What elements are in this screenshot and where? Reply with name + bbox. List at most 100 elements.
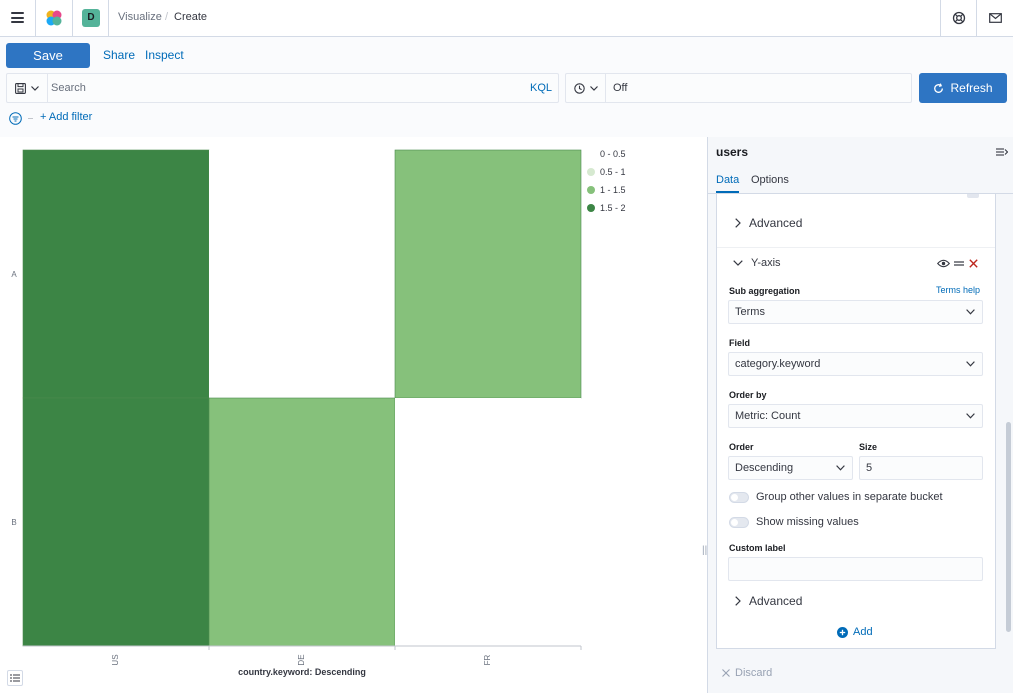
sidebar-tabs: Data Options — [708, 169, 1013, 194]
legend-swatch — [587, 186, 595, 194]
order-by-label: Order by — [729, 390, 767, 400]
heatmap-cell[interactable] — [22, 149, 210, 399]
top-header: D Visualize / Create — [0, 0, 1013, 37]
elastic-logo[interactable] — [45, 9, 63, 27]
heatmap-chart: A B US DE FR country.keyword: Descending — [11, 149, 582, 677]
chart-legend: 0 - 0.5 0.5 - 1 1 - 1.5 1.5 - 2 — [587, 145, 626, 217]
collapse-sidebar-icon[interactable] — [996, 147, 1008, 157]
order-value: Descending — [735, 462, 794, 474]
show-missing-toggle[interactable] — [729, 517, 749, 528]
chevron-down-icon — [589, 85, 598, 91]
breadcrumb-visualize[interactable]: Visualize — [118, 11, 162, 23]
custom-label-input[interactable] — [728, 557, 983, 581]
save-button[interactable]: Save — [6, 43, 90, 68]
chevron-down-icon — [31, 85, 39, 91]
group-other-label: Group other values in separate bucket — [756, 491, 943, 503]
order-by-value: Metric: Count — [735, 410, 801, 422]
y-tick-label: A — [11, 270, 17, 279]
legend-label: 0.5 - 1 — [600, 167, 626, 177]
discard-button[interactable]: Discard — [722, 667, 772, 679]
filter-options-icon[interactable] — [9, 112, 22, 125]
share-link[interactable]: Share — [103, 48, 136, 62]
legend-item[interactable]: 1 - 1.5 — [587, 181, 626, 199]
chevron-down-icon — [966, 309, 975, 315]
refresh-label: Refresh — [950, 81, 993, 95]
refresh-icon — [934, 82, 944, 93]
menu-icon[interactable] — [11, 12, 24, 23]
inspect-link[interactable]: Inspect — [145, 48, 184, 62]
x-tick-label: US — [111, 654, 120, 665]
chevron-down-icon — [966, 413, 975, 419]
saved-query-button[interactable] — [7, 74, 48, 102]
help-icon[interactable] — [951, 10, 967, 26]
chevron-right-icon — [735, 218, 741, 228]
show-missing-label: Show missing values — [756, 516, 859, 528]
legend-item[interactable]: 0 - 0.5 — [587, 145, 626, 163]
y-tick-label: B — [11, 518, 16, 527]
advanced-accordion-bottom[interactable]: Advanced — [735, 594, 802, 608]
mail-icon[interactable] — [987, 10, 1003, 26]
refresh-interval-value[interactable]: Off — [613, 82, 628, 94]
sub-aggregation-select[interactable]: Terms — [728, 300, 983, 324]
drag-handle-icon[interactable] — [954, 260, 964, 267]
legend-label: 0 - 0.5 — [600, 149, 626, 159]
field-value: category.keyword — [735, 358, 821, 370]
list-icon — [10, 674, 20, 682]
legend-item[interactable]: 0.5 - 1 — [587, 163, 626, 181]
header-divider — [940, 0, 941, 37]
advanced-accordion-top[interactable]: Advanced — [735, 216, 802, 230]
heatmap-cell[interactable] — [22, 397, 210, 647]
chevron-right-icon — [735, 596, 741, 606]
chevron-down-icon — [733, 260, 743, 266]
quick-select-button[interactable] — [566, 74, 606, 102]
refresh-button[interactable]: Refresh — [919, 73, 1007, 103]
plus-in-circle-icon — [837, 626, 848, 638]
add-aggregation-button[interactable]: Add — [837, 626, 873, 638]
legend-label: 1 - 1.5 — [600, 185, 626, 195]
index-pattern-title: users — [716, 145, 749, 159]
size-input[interactable]: 5 — [859, 456, 983, 480]
bucket-divider — [717, 247, 995, 248]
advanced-label-bottom: Advanced — [749, 594, 803, 608]
legend-swatch — [587, 150, 595, 158]
legend-swatch — [587, 204, 595, 212]
header-divider — [108, 0, 109, 37]
field-select[interactable]: category.keyword — [728, 352, 983, 376]
panel-resize-handle[interactable]: || — [702, 545, 708, 556]
custom-label-label: Custom label — [729, 543, 786, 553]
y-axis-accordion[interactable]: Y-axis — [733, 257, 781, 269]
x-tick-label: FR — [483, 654, 492, 665]
legend-toggle-button[interactable] — [7, 670, 23, 686]
add-filter-button[interactable]: + Add filter — [40, 111, 93, 123]
filter-divider — [28, 118, 33, 119]
panel-scrollbar[interactable] — [1006, 422, 1011, 632]
query-bar: KQL — [6, 73, 559, 103]
size-label: Size — [859, 442, 878, 452]
legend-item[interactable]: 1.5 - 2 — [587, 199, 626, 217]
advanced-label: Advanced — [749, 216, 803, 230]
cross-icon — [722, 669, 730, 677]
search-input[interactable] — [51, 77, 521, 99]
heatmap-cell[interactable] — [394, 149, 582, 399]
tab-data[interactable]: Data — [716, 174, 740, 193]
order-label: Order — [729, 442, 754, 452]
add-label: Add — [853, 626, 873, 638]
kql-language-toggle[interactable]: KQL — [529, 82, 552, 94]
aggregation-panel: Advanced Y-axis Sub aggregation Terms he… — [716, 194, 996, 649]
order-by-select[interactable]: Metric: Count — [728, 404, 983, 428]
terms-help-link[interactable]: Terms help — [936, 285, 981, 295]
header-divider — [35, 0, 36, 37]
heatmap-cell[interactable] — [208, 397, 396, 647]
space-avatar[interactable]: D — [82, 9, 100, 27]
sub-aggregation-value: Terms — [735, 306, 765, 318]
eye-icon[interactable] — [937, 259, 950, 268]
order-select[interactable]: Descending — [728, 456, 853, 480]
chevron-down-icon — [836, 465, 845, 471]
heatmap-cell[interactable] — [209, 150, 395, 398]
heatmap-cell[interactable] — [395, 398, 581, 646]
header-divider — [72, 0, 73, 37]
tab-options[interactable]: Options — [751, 174, 789, 186]
close-icon[interactable] — [969, 259, 978, 268]
group-other-toggle[interactable] — [729, 492, 749, 503]
legend-swatch — [587, 168, 595, 176]
